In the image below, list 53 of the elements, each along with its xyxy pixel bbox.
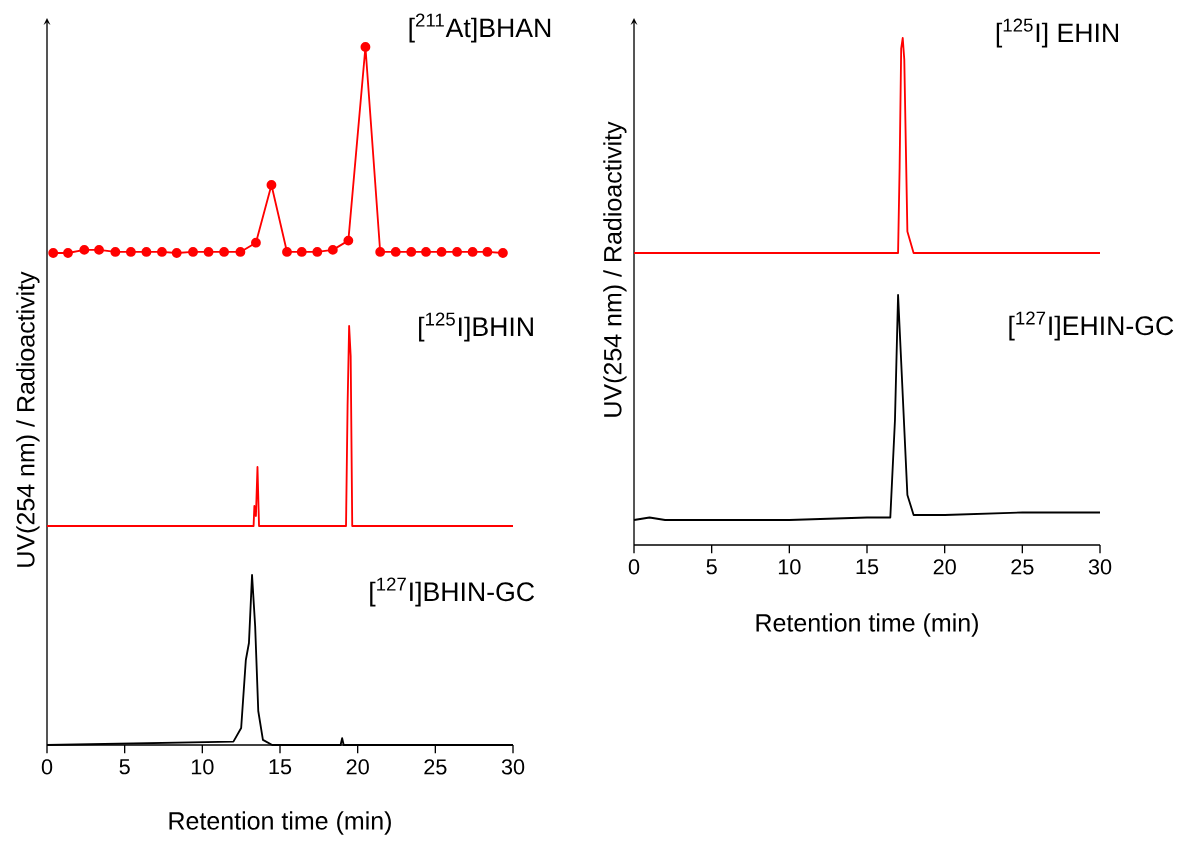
x-tick-label: 30 [501, 759, 525, 775]
x-tick-label: 5 [119, 759, 130, 775]
x-tick-label: 20 [933, 559, 956, 575]
point [266, 180, 277, 190]
y-axis-title: UV(254 nm) / Radioactivity [16, 271, 40, 567]
point [171, 248, 182, 258]
x-tick-label: 20 [346, 759, 369, 775]
point [94, 244, 104, 255]
point [390, 247, 401, 257]
x-tick-label: 0 [628, 559, 640, 575]
chart-title: [$^{125}$I]BHIN [419, 312, 533, 342]
point [79, 244, 90, 255]
chart-title: [$^{211}$At]BHAN [409, 13, 551, 43]
chart-title: [$^{125}$I] EHIN [996, 18, 1119, 48]
x-tick-label: 10 [191, 759, 214, 775]
point [406, 247, 417, 257]
point [219, 247, 229, 257]
x-tick-label: 10 [778, 559, 801, 575]
point [296, 247, 307, 257]
x-tick-label: 15 [269, 759, 292, 775]
x-axis-title: Retention time (min) [756, 613, 978, 637]
point [235, 247, 246, 257]
point [125, 247, 136, 257]
x-tick-label: 0 [41, 759, 53, 775]
point [312, 247, 323, 257]
x-tick-label: 15 [856, 559, 879, 575]
point [157, 247, 167, 257]
point [48, 248, 59, 258]
point [497, 248, 508, 258]
point [343, 235, 354, 246]
point [188, 247, 198, 257]
chart-title: [$^{127}$I]BHIN-GC [370, 577, 535, 607]
point [421, 247, 431, 257]
x-tick-label: 5 [706, 559, 717, 575]
point [467, 247, 478, 257]
point [327, 244, 338, 255]
x-tick-label: 25 [1011, 559, 1034, 575]
x-axis-title: Retention time (min) [169, 811, 391, 835]
y-axis-title: UV(254 nm) / Radioactivity [603, 121, 627, 417]
point [375, 247, 386, 257]
point [251, 237, 261, 248]
point [482, 247, 493, 257]
point [452, 247, 462, 257]
point [203, 247, 214, 257]
x-tick-label: 30 [1088, 559, 1112, 575]
point [436, 247, 447, 257]
text: [$^{127}$I]EHIN-GC [1009, 311, 1174, 341]
point [63, 248, 73, 258]
point [110, 247, 121, 257]
x-tick-label: 25 [424, 759, 447, 775]
point [360, 42, 371, 52]
point [282, 247, 292, 257]
point [141, 247, 152, 257]
